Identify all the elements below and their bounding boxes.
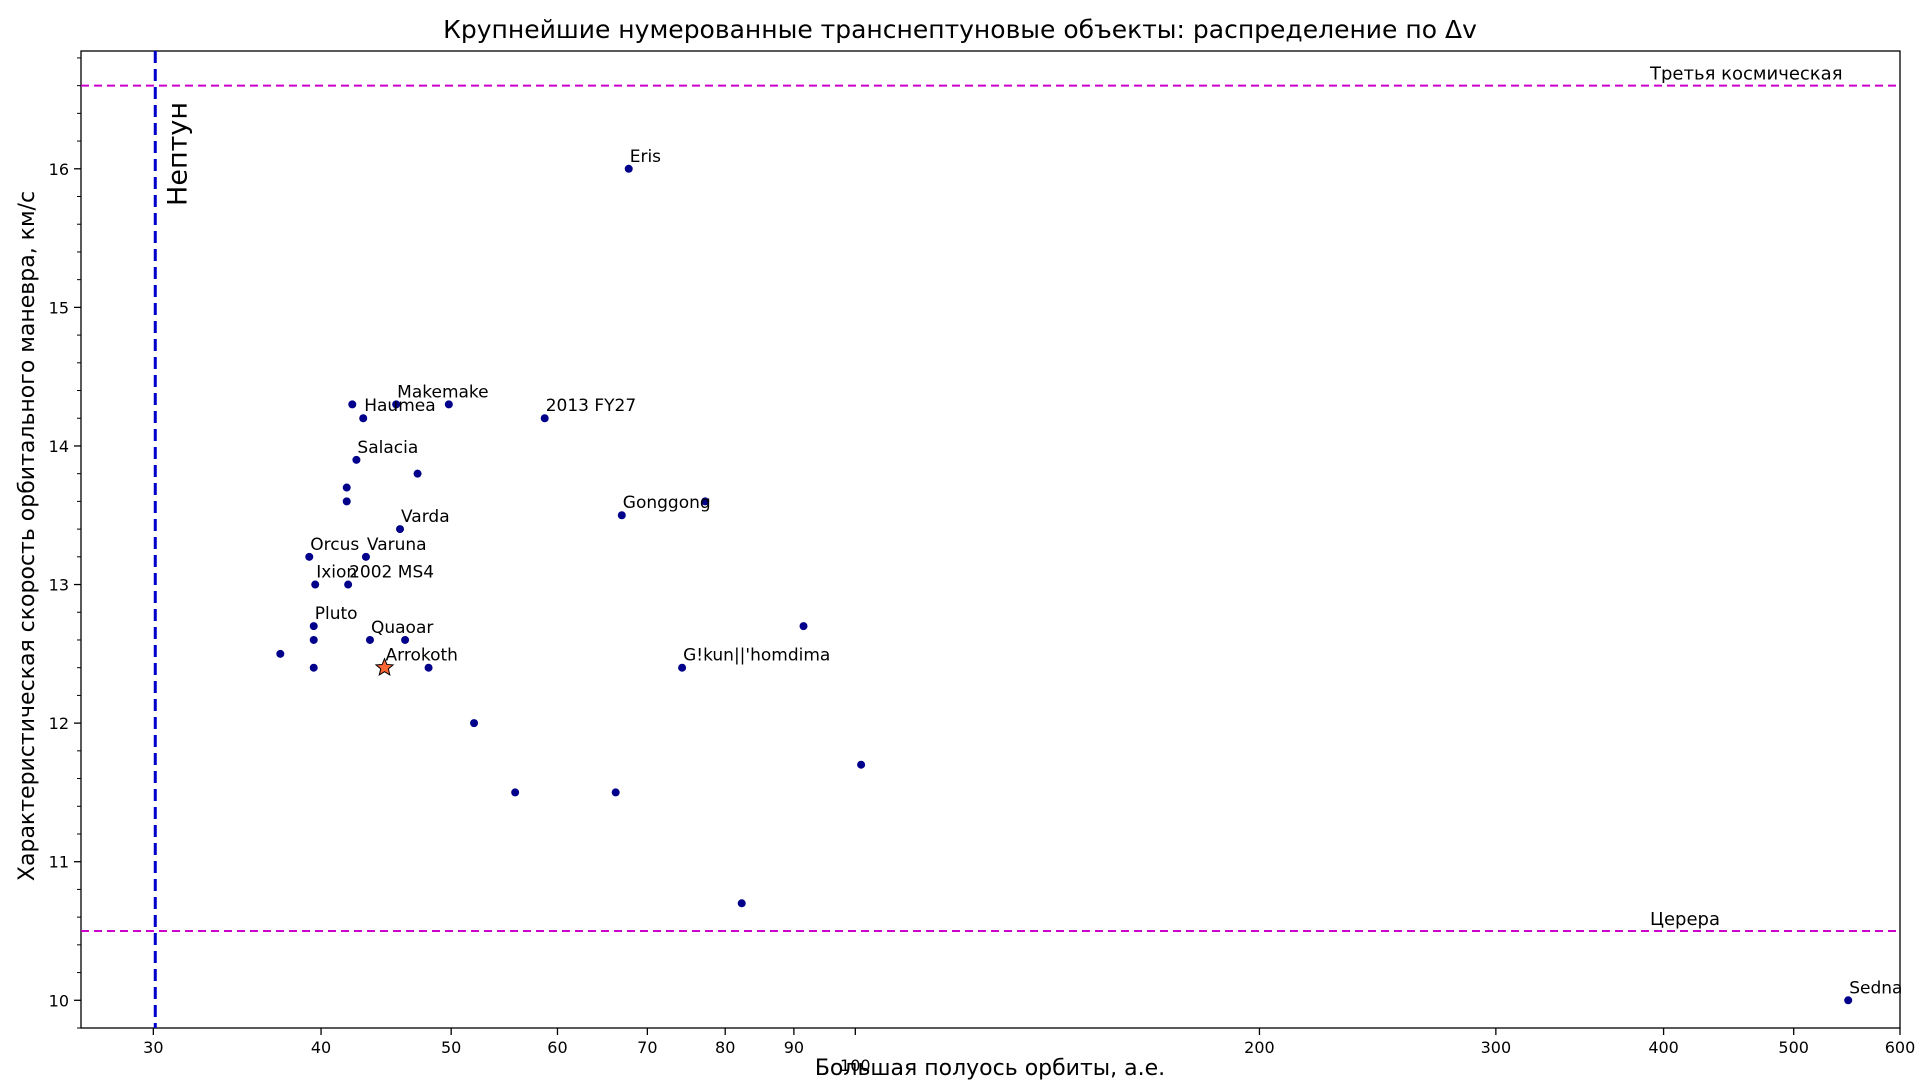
point-label: Varda [401,507,450,527]
point-label: G!kun||'homdima [683,646,830,666]
point-label: Eris [630,147,661,167]
y-tick-label: 16 [49,160,69,179]
data-point [342,497,351,506]
data-point [348,400,357,409]
reference-line-label: Церера [1650,909,1720,930]
data-point [701,497,710,506]
point-label: Salacia [357,438,418,458]
point-label: Pluto [315,604,358,624]
data-point [799,622,808,631]
data-point [305,552,314,561]
x-tick-label: 200 [1244,1038,1275,1057]
y-tick-label: 13 [49,576,69,595]
x-axis: 30 40 50 60 70 80 90 100 200 300 400 500 600 [143,1028,1915,1075]
point-label: Varuna [367,535,427,555]
x-tick-label: 70 [637,1038,657,1057]
data-point [352,455,361,464]
data-point [413,469,422,478]
highlight-star-point [374,657,395,677]
x-axis-label: Большая полуось орбиты, а.е. [815,1056,1165,1080]
data-point [365,635,374,644]
data-point [309,635,318,644]
y-axis: 10 11 12 13 14 15 16 [49,57,81,1029]
data-point [359,414,368,423]
x-tick-label: 50 [441,1038,461,1057]
data-point [611,788,620,797]
data-point [396,525,405,534]
point-label: Ixion [316,563,357,583]
x-tick-label: 80 [715,1038,735,1057]
data-point [1844,996,1853,1005]
data-point [424,663,433,672]
data-point [511,788,520,797]
x-tick-label: 60 [547,1038,567,1057]
plot-area [80,50,1901,1029]
y-tick-label: 15 [49,298,69,317]
x-tick-label: 90 [784,1038,804,1057]
point-label: Haumea [364,396,435,416]
data-point [470,719,479,728]
data-point [392,400,401,409]
neptune-line-group: Нептун [153,51,193,1028]
x-tick-label: 100 [840,1056,871,1075]
data-point [624,164,633,173]
data-point [309,663,318,672]
data-point [361,552,370,561]
x-tick-label: 400 [1648,1038,1679,1057]
data-point [857,760,866,769]
data-point [444,400,453,409]
y-axis-label: Характеристическая скорость орбитального… [15,191,40,881]
reference-line-label: Третья космическая [1649,64,1843,85]
chart-title: Крупнейшие нумерованные транснептуновые … [443,15,1477,44]
x-tick-label: 40 [311,1038,331,1057]
point-label: Quaoar [371,618,433,638]
y-tick-label: 11 [49,853,69,872]
point-label: 2002 MS4 [349,563,434,583]
data-point [678,663,687,672]
x-tick-label: 30 [143,1038,163,1057]
point-label: Gonggong [623,493,711,513]
data-point [540,414,549,423]
data-points [276,164,1853,1005]
point-label: 2013 FY27 [546,396,636,416]
point-label: Sedna [1849,978,1902,998]
reference-lines: Третья космическая Церера [81,64,1900,932]
point-label: Makemake [397,382,488,402]
point-label: Arrokoth [386,646,458,666]
data-point [342,483,351,492]
y-tick-label: 10 [49,991,69,1010]
x-tick-label: 300 [1481,1038,1512,1057]
point-label: Orcus [310,535,359,555]
y-tick-label: 14 [49,437,69,456]
x-tick-label: 500 [1778,1038,1809,1057]
data-point [276,649,285,658]
y-tick-label: 12 [49,714,69,733]
data-point [401,635,410,644]
data-point [311,580,320,589]
data-point [309,622,318,631]
x-tick-label: 600 [1885,1038,1916,1057]
data-point [737,899,746,908]
data-point [344,580,353,589]
data-point [617,511,626,520]
neptune-label: Нептун [162,102,193,206]
